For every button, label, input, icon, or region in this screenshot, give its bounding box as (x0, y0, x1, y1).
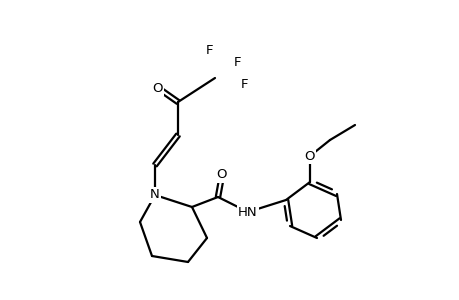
Text: F: F (206, 44, 213, 56)
Text: F: F (241, 79, 248, 92)
Text: F: F (234, 56, 241, 68)
Text: O: O (304, 149, 314, 163)
Text: O: O (152, 82, 163, 94)
Text: O: O (216, 169, 227, 182)
Text: HN: HN (238, 206, 257, 218)
Text: N: N (150, 188, 160, 202)
